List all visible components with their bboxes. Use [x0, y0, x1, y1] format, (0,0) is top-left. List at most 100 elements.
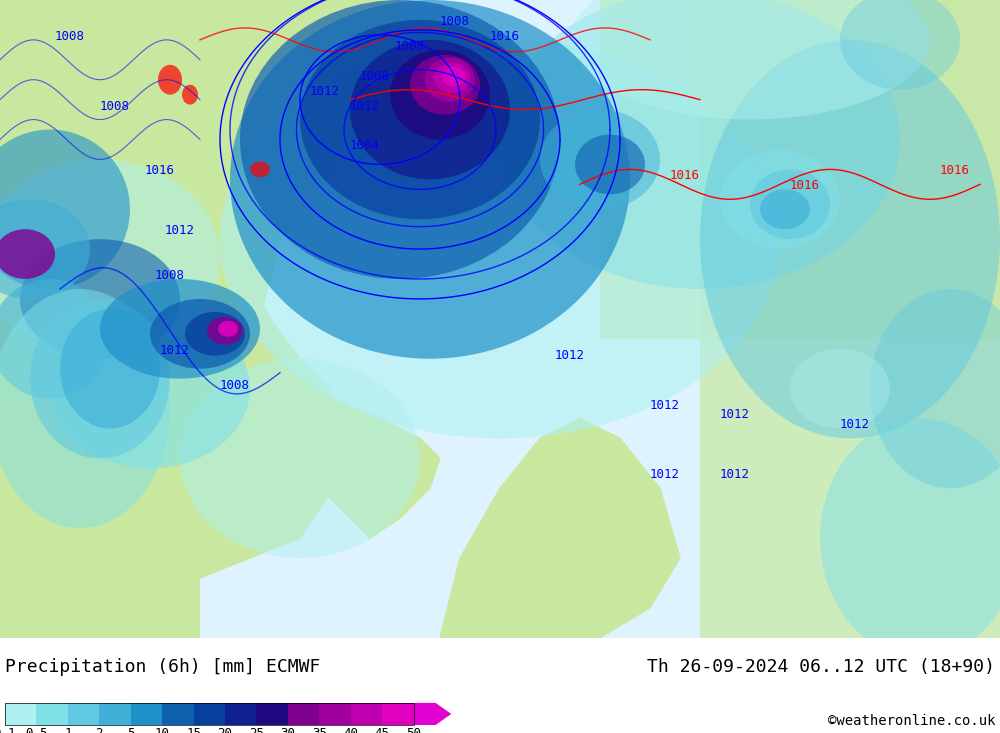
Text: 1008: 1008: [55, 30, 85, 43]
Ellipse shape: [150, 299, 250, 369]
Ellipse shape: [575, 135, 645, 194]
Text: 30: 30: [280, 727, 295, 733]
Bar: [288, 703, 319, 725]
Ellipse shape: [540, 110, 660, 209]
Ellipse shape: [790, 349, 890, 429]
Text: 1012: 1012: [350, 100, 380, 113]
Bar: [256, 703, 288, 725]
Ellipse shape: [720, 150, 840, 249]
Bar: [0, 0, 400, 139]
Text: 5: 5: [127, 727, 134, 733]
Text: 35: 35: [312, 727, 327, 733]
Ellipse shape: [0, 279, 110, 399]
Text: 1012: 1012: [650, 399, 680, 411]
Text: 1012: 1012: [720, 408, 750, 421]
Ellipse shape: [158, 65, 182, 95]
Bar: [99, 703, 131, 725]
Ellipse shape: [700, 40, 1000, 438]
Ellipse shape: [500, 0, 900, 289]
Text: 0.1: 0.1: [0, 727, 16, 733]
Bar: [5, 703, 36, 725]
Bar: [36, 703, 68, 725]
Ellipse shape: [250, 161, 270, 177]
Text: 1008: 1008: [155, 269, 185, 282]
Text: Th 26-09-2024 06..12 UTC (18+90): Th 26-09-2024 06..12 UTC (18+90): [647, 658, 995, 676]
Ellipse shape: [20, 239, 180, 358]
Ellipse shape: [185, 312, 245, 356]
Ellipse shape: [0, 130, 130, 289]
Ellipse shape: [50, 309, 250, 468]
Text: 20: 20: [218, 727, 232, 733]
Polygon shape: [0, 0, 340, 638]
Text: 1012: 1012: [310, 84, 340, 97]
Ellipse shape: [390, 50, 490, 139]
Bar: [319, 703, 351, 725]
Text: 0.5: 0.5: [25, 727, 48, 733]
Bar: [351, 703, 382, 725]
Bar: [700, 0, 1000, 638]
Text: 1016: 1016: [670, 169, 700, 183]
Ellipse shape: [0, 229, 55, 279]
Bar: [382, 703, 414, 725]
Ellipse shape: [442, 67, 466, 86]
Bar: [194, 703, 225, 725]
Ellipse shape: [350, 40, 510, 180]
Polygon shape: [440, 419, 680, 638]
FancyArrow shape: [414, 703, 451, 725]
Ellipse shape: [410, 55, 480, 114]
Text: 1012: 1012: [555, 349, 585, 361]
Ellipse shape: [840, 0, 960, 89]
Bar: [0, 0, 200, 638]
Ellipse shape: [240, 0, 560, 279]
Text: 1016: 1016: [790, 180, 820, 192]
Text: 1008: 1008: [395, 40, 425, 53]
Ellipse shape: [218, 321, 238, 336]
Ellipse shape: [30, 299, 170, 458]
Ellipse shape: [760, 189, 810, 229]
Text: 1008: 1008: [220, 379, 250, 391]
Text: 1012: 1012: [720, 468, 750, 482]
Ellipse shape: [434, 63, 470, 92]
Text: 1008: 1008: [440, 15, 470, 28]
Text: 1012: 1012: [650, 468, 680, 482]
Bar: [68, 703, 99, 725]
Text: 10: 10: [155, 727, 170, 733]
Text: 40: 40: [343, 727, 358, 733]
Ellipse shape: [180, 358, 420, 558]
Ellipse shape: [0, 289, 170, 528]
Bar: [162, 703, 194, 725]
Text: 2: 2: [96, 727, 103, 733]
Ellipse shape: [425, 58, 475, 102]
Ellipse shape: [750, 169, 830, 239]
Text: 1016: 1016: [490, 30, 520, 43]
Ellipse shape: [60, 309, 160, 429]
Polygon shape: [0, 0, 340, 638]
Text: 50: 50: [406, 727, 421, 733]
Text: 1016: 1016: [145, 164, 175, 177]
Polygon shape: [310, 388, 440, 538]
Ellipse shape: [0, 159, 220, 358]
Bar: [131, 703, 162, 725]
Ellipse shape: [0, 199, 90, 299]
Text: 1004: 1004: [350, 139, 380, 152]
Text: 1012: 1012: [165, 224, 195, 237]
Ellipse shape: [300, 20, 540, 219]
Text: Precipitation (6h) [mm] ECMWF: Precipitation (6h) [mm] ECMWF: [5, 658, 320, 676]
Bar: [600, 0, 1000, 339]
Text: 1016: 1016: [940, 164, 970, 177]
Text: 15: 15: [186, 727, 201, 733]
Ellipse shape: [220, 40, 780, 438]
Ellipse shape: [182, 85, 198, 105]
Text: ©weatheronline.co.uk: ©weatheronline.co.uk: [828, 714, 995, 728]
Text: 1008: 1008: [360, 70, 390, 83]
Text: 1012: 1012: [840, 419, 870, 432]
Text: 1008: 1008: [100, 100, 130, 113]
Text: 1012: 1012: [160, 344, 190, 357]
Bar: [225, 703, 256, 725]
Ellipse shape: [820, 419, 1000, 658]
Ellipse shape: [100, 279, 260, 379]
Ellipse shape: [230, 0, 630, 358]
Text: 25: 25: [249, 727, 264, 733]
Ellipse shape: [207, 317, 243, 345]
Text: 45: 45: [375, 727, 390, 733]
